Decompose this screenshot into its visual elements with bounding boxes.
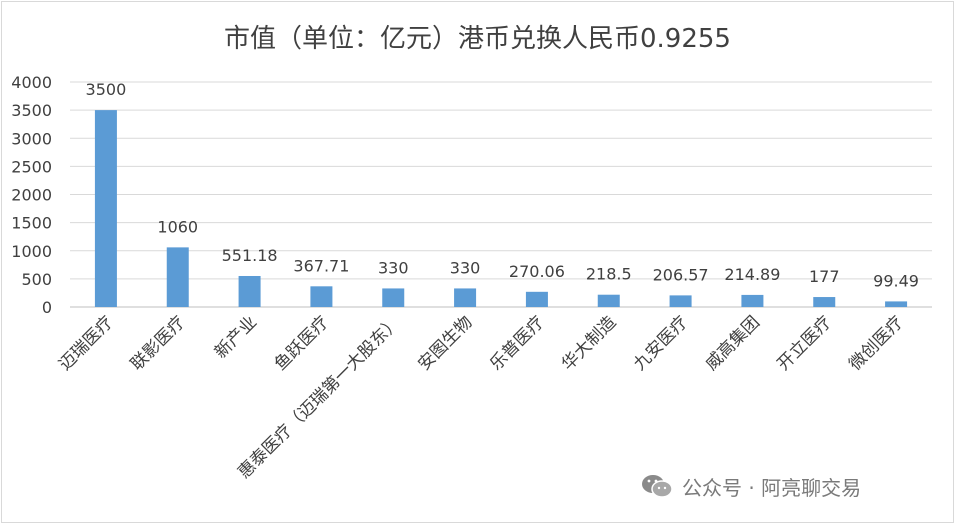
- y-tick-label: 2500: [11, 157, 52, 176]
- x-tick-label: 鱼跃医疗: [271, 312, 333, 374]
- watermark: 公众号 · 阿亮聊交易: [640, 470, 861, 502]
- grid-lines: [70, 81, 932, 308]
- data-labels: 3500 1060 551.18 367.71 330 330 270.06 218.5 206…: [86, 80, 919, 290]
- bar: [525, 291, 548, 307]
- wechat-icon: [642, 475, 673, 498]
- x-tick-label: 乐普医疗: [486, 312, 548, 374]
- bar: [741, 294, 764, 307]
- data-label: 218.5: [586, 265, 632, 284]
- y-tick-label: 500: [21, 270, 52, 289]
- bar: [238, 275, 261, 307]
- bar: [669, 295, 692, 307]
- data-label: 3500: [86, 80, 127, 99]
- x-tick-label: 安图生物: [414, 312, 476, 374]
- data-label: 99.49: [873, 271, 919, 290]
- data-label: 330: [450, 258, 481, 277]
- bar: [310, 286, 333, 307]
- y-tick-label: 3500: [11, 101, 52, 120]
- data-label: 177: [809, 267, 840, 286]
- bar: [166, 247, 189, 307]
- y-tick-label: 0: [42, 298, 52, 317]
- data-label: 551.18: [222, 246, 278, 265]
- x-tick-label: 威高集团: [702, 312, 764, 374]
- data-label: 206.57: [653, 265, 709, 284]
- data-label: 1060: [157, 217, 198, 236]
- y-tick-label: 1000: [11, 242, 52, 261]
- y-tick-label: 1500: [11, 214, 52, 233]
- data-label: 367.71: [293, 256, 349, 275]
- watermark-text: 公众号 · 阿亮聊交易: [682, 475, 862, 500]
- bar: [597, 294, 620, 307]
- y-axis-ticks: 0 500 1000 1500 2000 2500 3000 3500 4000: [11, 73, 52, 317]
- x-tick-label: 迈瑞医疗: [55, 312, 117, 374]
- bar: [94, 110, 117, 307]
- x-tick-label: 开立医疗: [774, 312, 836, 374]
- x-tick-label: 新产业: [211, 312, 261, 362]
- bar: [454, 288, 477, 307]
- data-label: 214.89: [724, 265, 780, 284]
- bar: [813, 297, 836, 307]
- x-tick-label: 华大制造: [558, 312, 620, 374]
- bar: [382, 288, 405, 307]
- x-tick-label: 微创医疗: [845, 312, 907, 374]
- data-label: 270.06: [509, 262, 565, 281]
- bars: [94, 110, 908, 307]
- chart-title: 市值（单位：亿元）港币兑换人民币0.9255: [224, 24, 731, 54]
- x-tick-label: 联影医疗: [127, 312, 189, 374]
- y-tick-label: 2000: [11, 186, 52, 205]
- x-tick-label: 九安医疗: [630, 312, 692, 374]
- data-label: 330: [378, 258, 409, 277]
- y-tick-label: 3000: [11, 129, 52, 148]
- bar: [885, 301, 908, 307]
- y-tick-label: 4000: [11, 73, 52, 92]
